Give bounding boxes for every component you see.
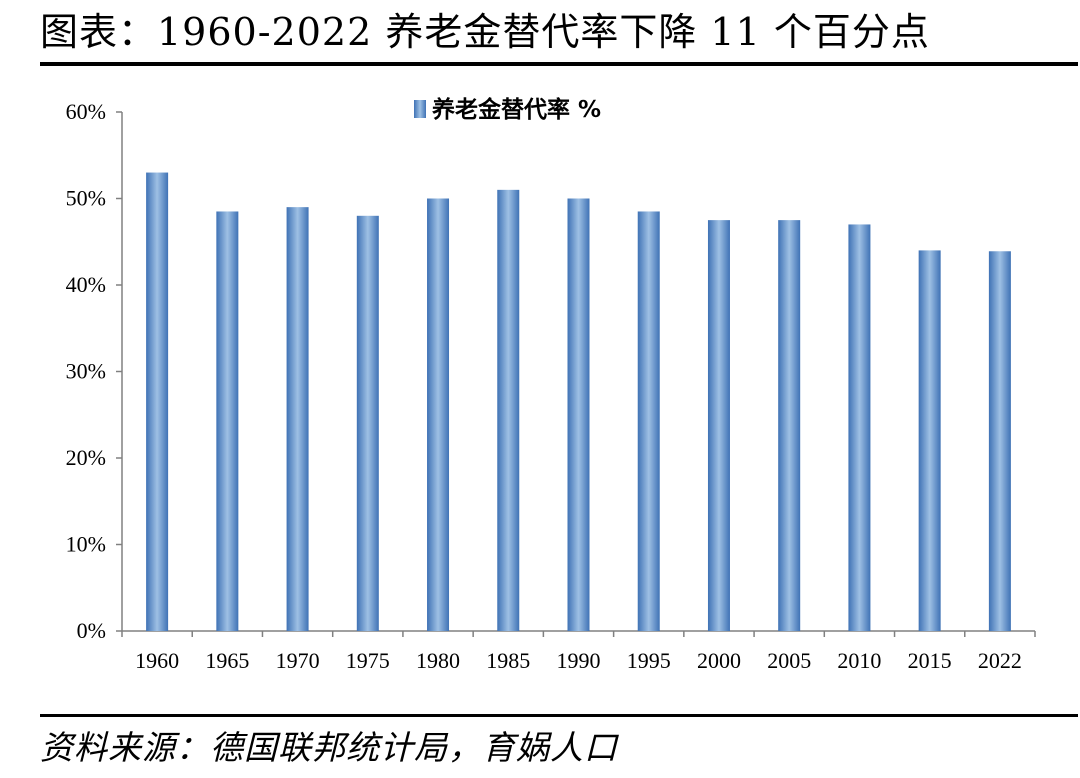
x-tick-label: 1985 <box>486 648 530 673</box>
x-tick-label: 2005 <box>767 648 811 673</box>
x-tick-label: 2015 <box>908 648 952 673</box>
legend: 养老金替代率 % <box>414 96 601 123</box>
bar-1985 <box>497 189 520 631</box>
x-tick-label: 2022 <box>978 648 1022 673</box>
source-divider <box>40 714 1078 717</box>
bars <box>146 172 1011 632</box>
bar-1990 <box>567 198 590 631</box>
x-tick-label: 1965 <box>205 648 249 673</box>
y-tick-label: 10% <box>66 532 106 557</box>
axes <box>116 111 1036 637</box>
axis-labels: 0% 10% 20% 30% 40% 50% 60% 1960 1965 1970 1975 1980… <box>66 99 1022 673</box>
x-tick-label: 1995 <box>627 648 671 673</box>
bar-chart: 0% 10% 20% 30% 40% 50% 60% 1960 1965 1970 1975 1980… <box>66 96 1036 673</box>
bar-2015 <box>918 250 941 631</box>
y-tick-label: 30% <box>66 359 106 384</box>
x-tick-label: 1970 <box>276 648 320 673</box>
x-tick-label: 2000 <box>697 648 741 673</box>
bar-1980 <box>427 198 450 631</box>
x-tick-label: 1980 <box>416 648 460 673</box>
x-tick-label: 1990 <box>557 648 601 673</box>
source-note: 资料来源：德国联邦统计局，育娲人口 <box>40 728 618 767</box>
bar-2022 <box>988 251 1011 631</box>
bar-2000 <box>707 220 730 631</box>
legend-swatch <box>414 100 426 118</box>
legend-label: 养老金替代率 % <box>431 96 601 123</box>
x-tick-label: 2010 <box>837 648 881 673</box>
y-tick-label: 60% <box>66 99 106 124</box>
bar-1975 <box>356 215 379 632</box>
y-tick-label: 0% <box>77 618 106 643</box>
title-divider <box>40 62 1078 66</box>
page-title: 图表：1960-2022 养老金替代率下降 11 个百分点 <box>40 10 930 54</box>
bar-1995 <box>637 211 660 631</box>
x-tick-label: 1960 <box>135 648 179 673</box>
bar-2010 <box>848 224 871 631</box>
bar-2005 <box>778 220 801 631</box>
chart-container: 0% 10% 20% 30% 40% 50% 60% 1960 1965 1970 1975 1980… <box>0 70 1080 710</box>
x-tick-label: 1975 <box>346 648 390 673</box>
y-tick-label: 40% <box>66 272 106 297</box>
bar-1965 <box>216 211 239 631</box>
bar-1970 <box>286 207 309 631</box>
bar-1960 <box>146 172 169 632</box>
y-tick-label: 20% <box>66 445 106 470</box>
y-tick-label: 50% <box>66 186 106 211</box>
